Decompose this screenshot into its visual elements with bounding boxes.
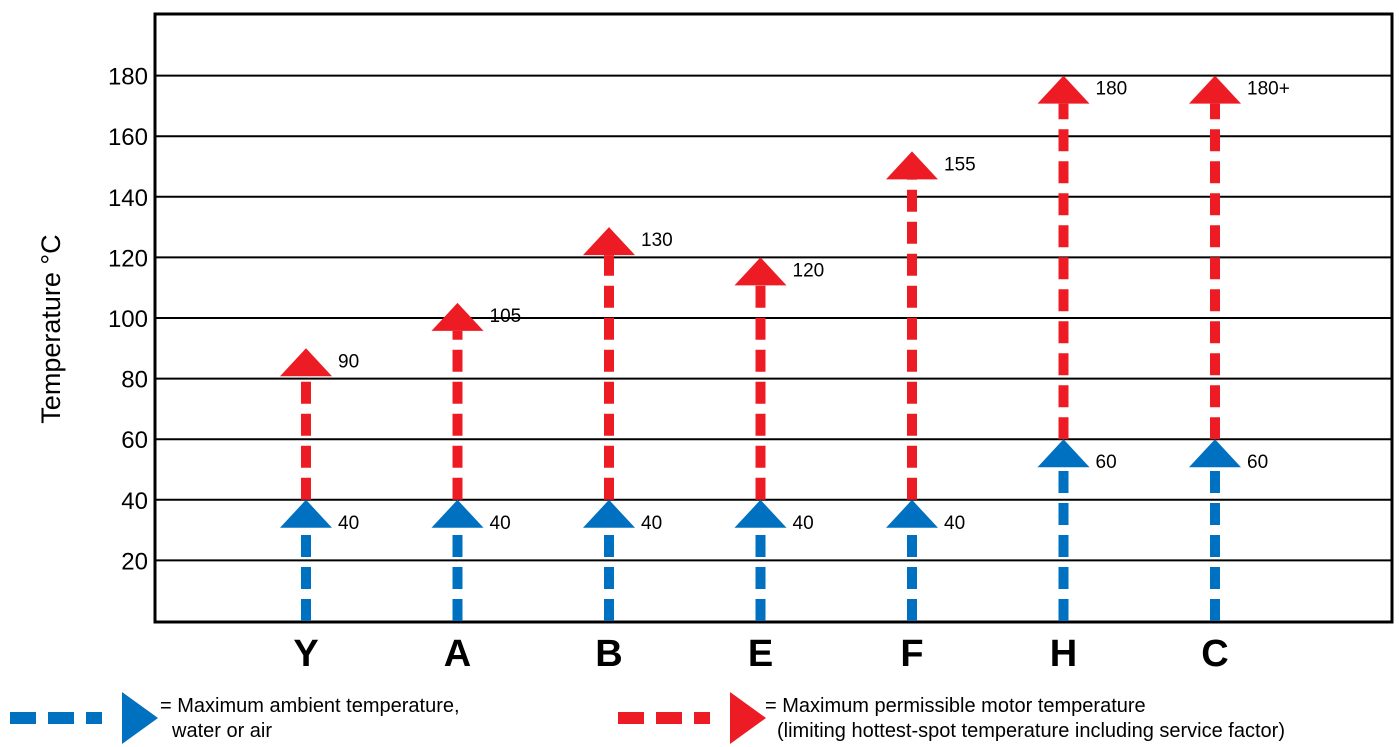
motor-arrow-head	[734, 257, 787, 286]
ambient-data-label: 40	[641, 513, 662, 534]
motor-arrow-head	[886, 151, 938, 180]
y-tick-label: 100	[108, 306, 148, 333]
ambient-data-label: 60	[1247, 452, 1268, 473]
motor-arrow-head	[280, 348, 332, 377]
motor-arrow-head	[1037, 75, 1090, 104]
category-label: Y	[293, 633, 318, 675]
y-tick-label: 60	[121, 427, 148, 454]
y-tick-label: 120	[108, 245, 148, 272]
ambient-data-label: 40	[944, 513, 965, 534]
category-label: B	[595, 633, 622, 675]
ambient-arrow-head	[734, 499, 787, 528]
ambient-arrow-head	[1189, 439, 1241, 468]
motor-data-label: 105	[490, 306, 522, 327]
motor-data-label: 180+	[1247, 79, 1290, 100]
y-axis-label: Temperature °C	[36, 234, 66, 423]
ambient-arrow-head	[280, 499, 332, 528]
ambient-arrow-head	[431, 499, 484, 528]
category-label: F	[900, 633, 923, 675]
legend-label-line2: (limiting hottest-spot temperature inclu…	[777, 720, 1285, 742]
legend-arrow-icon	[730, 692, 766, 744]
legend: = Maximum ambient temperature, water or a…	[10, 692, 1285, 744]
plot-frame	[153, 12, 1394, 624]
ambient-arrow-head	[1037, 439, 1090, 468]
gridlines	[155, 74, 1392, 562]
arrow-shafts	[301, 103, 1220, 621]
data-labels: 40 90 40 105 40 130 40 120 40 155 60 180 60 180+	[338, 79, 1290, 534]
motor-data-label: 90	[338, 351, 359, 372]
legend-label-line2: water or air	[171, 720, 272, 742]
legend-label: = Maximum permissible motor temperature	[765, 695, 1146, 717]
ambient-data-label: 60	[1096, 452, 1117, 473]
motor-arrow-head	[431, 302, 484, 331]
y-tick-label: 20	[121, 548, 148, 575]
motor-data-label: 155	[944, 154, 976, 175]
ambient-arrow-head	[886, 499, 938, 528]
motor-data-label: 130	[641, 230, 673, 251]
category-label: A	[444, 633, 471, 675]
category-label: E	[748, 633, 773, 675]
motor-arrow-head	[1189, 75, 1241, 104]
y-tick-label: 140	[108, 185, 148, 212]
y-tick-label: 80	[121, 367, 148, 394]
category-label: H	[1050, 633, 1077, 675]
category-label: C	[1201, 633, 1228, 675]
y-tick-label: 180	[108, 64, 148, 91]
motor-data-label: 180	[1096, 79, 1128, 100]
motor-arrow-head	[583, 227, 635, 256]
legend-arrow-icon	[122, 692, 158, 744]
motor-data-label: 120	[793, 260, 825, 281]
legend-label: = Maximum ambient temperature,	[160, 695, 460, 717]
ambient-data-label: 40	[338, 513, 359, 534]
y-tick-label: 40	[121, 488, 148, 515]
ambient-arrow-head	[583, 499, 635, 528]
y-tick-label: 160	[108, 124, 148, 151]
arrow-heads	[280, 75, 1241, 528]
y-axis-ticks: 20 40 60 80 100 120 140 160 180	[108, 64, 148, 576]
ambient-data-label: 40	[490, 513, 511, 534]
ambient-data-label: 40	[793, 513, 814, 534]
